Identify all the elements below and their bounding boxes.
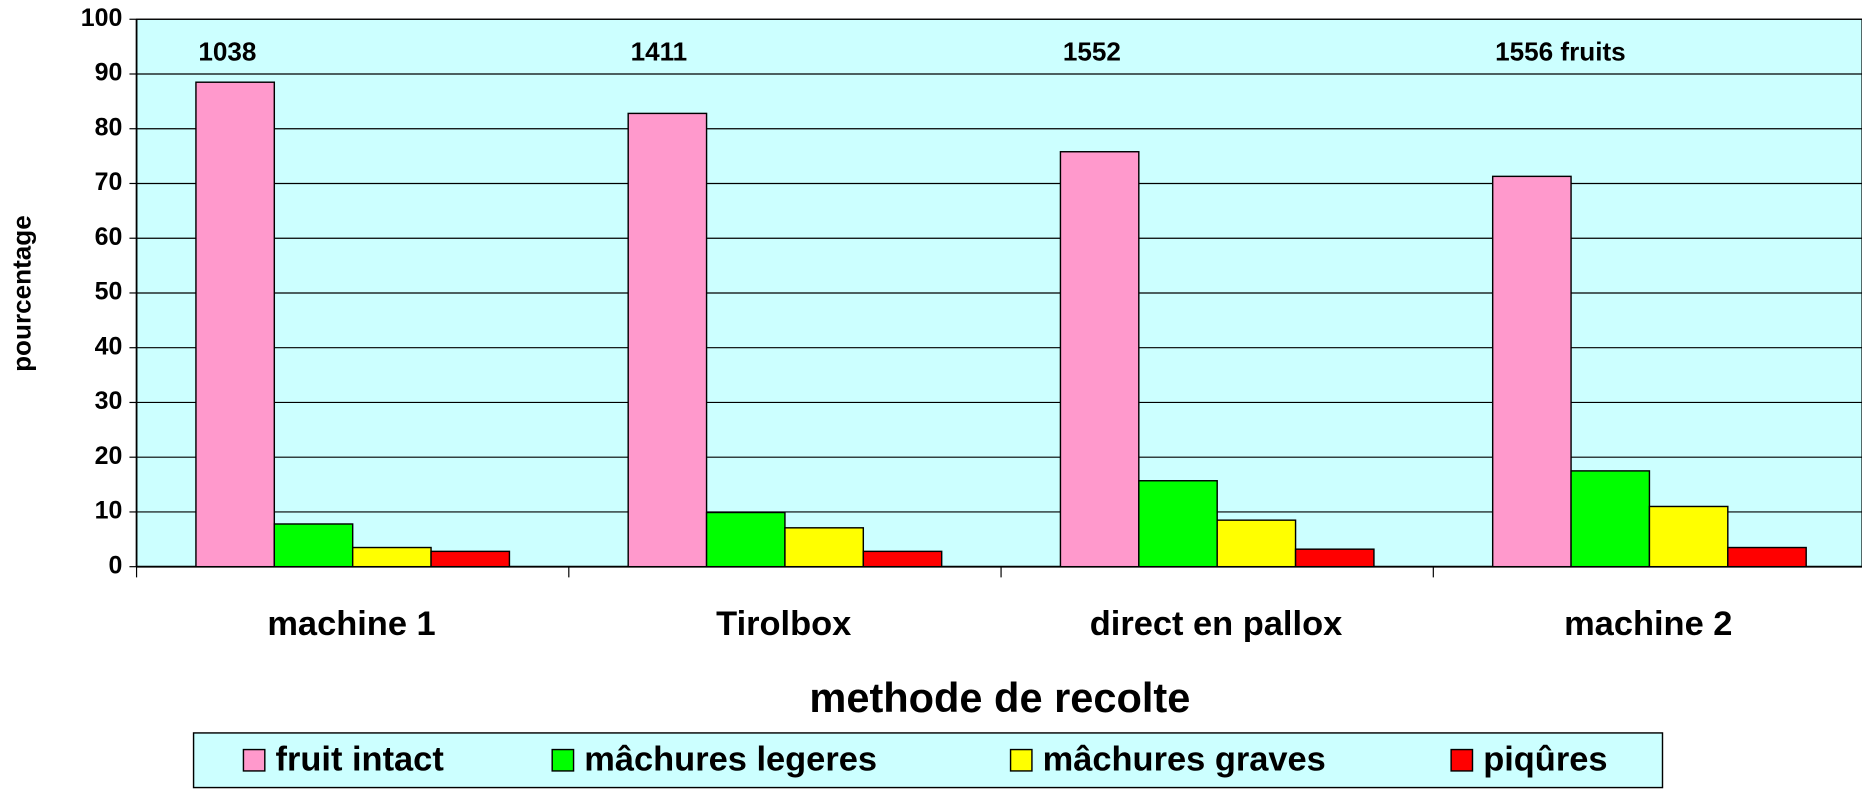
y-tick-label: 10 [95, 497, 123, 525]
annotation: 1552 [1063, 37, 1121, 67]
annotation: 1038 [198, 37, 256, 67]
x-tick-label: machine 2 [1564, 605, 1732, 643]
bar [1294, 548, 1375, 568]
y-tick-label: 60 [95, 223, 123, 251]
y-tick-label: 90 [95, 59, 123, 87]
bar [1648, 505, 1729, 568]
y-tick-label: 80 [95, 113, 123, 141]
bar [1570, 470, 1651, 568]
x-tick-label: direct en pallox [1090, 605, 1343, 643]
legend-swatch [242, 748, 266, 772]
legend-label: fruit intact [276, 741, 445, 779]
bar [705, 511, 786, 568]
bar [1216, 519, 1297, 568]
bar [627, 112, 708, 568]
legend-swatch [1450, 748, 1474, 772]
bar [1491, 175, 1572, 568]
bar [273, 523, 354, 568]
legend-swatch [1009, 748, 1033, 772]
bar [430, 550, 511, 568]
bar [862, 550, 943, 568]
bar [1138, 480, 1218, 568]
x-tick-label: machine 1 [267, 605, 435, 643]
legend-label: piqûres [1483, 741, 1607, 779]
y-tick-label: 70 [95, 168, 123, 196]
legend-swatch [551, 748, 575, 772]
bar [1727, 546, 1807, 568]
legend [192, 732, 1664, 789]
x-axis-title: methode de recolte [809, 674, 1190, 721]
annotation: 1411 [631, 37, 688, 67]
legend-label: mâchures legeres [584, 741, 877, 779]
y-axis-title: pourcentage [7, 215, 37, 372]
y-tick-label: 30 [95, 387, 123, 415]
bar [1059, 151, 1140, 568]
y-tick-label: 100 [81, 4, 123, 32]
bar [195, 81, 276, 568]
bar [351, 546, 432, 568]
annotation: 1556 fruits [1495, 37, 1626, 67]
x-tick-label: Tirolbox [716, 605, 851, 643]
y-tick-label: 50 [95, 278, 123, 306]
y-tick-label: 0 [108, 551, 122, 579]
y-tick-label: 20 [95, 442, 123, 470]
y-tick-label: 40 [95, 332, 123, 360]
legend-label: mâchures graves [1043, 741, 1326, 779]
bar [784, 527, 865, 568]
